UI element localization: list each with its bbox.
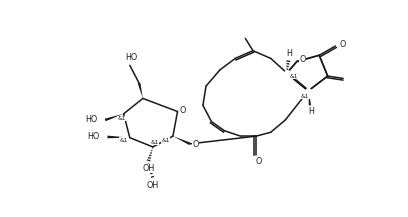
Text: H: H <box>308 107 314 116</box>
Polygon shape <box>173 136 191 145</box>
Text: &1: &1 <box>118 116 126 121</box>
Text: HO: HO <box>87 132 100 141</box>
Text: O: O <box>299 55 306 64</box>
Polygon shape <box>308 91 311 105</box>
Text: O: O <box>339 40 346 49</box>
Text: O: O <box>180 106 186 115</box>
Text: &1: &1 <box>120 138 128 143</box>
Text: OH: OH <box>147 181 159 190</box>
Text: &1: &1 <box>290 74 298 79</box>
Polygon shape <box>138 83 143 99</box>
Text: &1: &1 <box>301 94 310 99</box>
Text: &1: &1 <box>150 140 159 145</box>
Text: OH: OH <box>142 164 154 173</box>
Text: O: O <box>192 140 198 149</box>
Text: HO: HO <box>85 115 98 125</box>
Polygon shape <box>105 114 124 121</box>
Text: O: O <box>256 157 262 166</box>
Polygon shape <box>107 136 130 138</box>
Text: H: H <box>286 49 292 58</box>
Text: HO: HO <box>125 53 137 62</box>
Text: &1: &1 <box>161 138 170 143</box>
